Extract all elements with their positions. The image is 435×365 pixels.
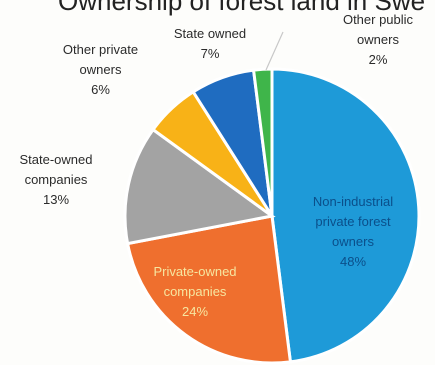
slice-label-line: Non-industrial (312, 194, 394, 209)
slice-label-line: owners (357, 32, 399, 47)
slice-percent: 2% (368, 52, 388, 67)
slice-label-line: companies (163, 284, 227, 299)
slice-label-line: private forest (315, 214, 391, 229)
slice-label-line: State-owned (19, 152, 93, 167)
slice-percent: 13% (42, 192, 70, 207)
slice-label-state-owned-companies: State-owned companies 13% (6, 150, 106, 210)
slice-percent: 24% (181, 304, 209, 319)
slice-percent: 7% (200, 46, 220, 61)
slice-percent: 6% (91, 82, 110, 97)
pie-slice-non-industrial-private-forest-owners (270, 67, 421, 364)
slice-label-line: Private-owned (153, 264, 237, 279)
slice-label-line: State owned (173, 26, 247, 41)
pie-slice-private-owned-companies (125, 214, 293, 365)
slice-percent: 48% (339, 254, 367, 269)
slice-label-line: Other public (342, 12, 414, 27)
slice-label-line: owners (79, 62, 122, 77)
slice-label-line: companies (24, 172, 88, 187)
leader-line (265, 31, 284, 71)
slice-label-line: owners (332, 234, 374, 249)
slice-label-non-industrial: Non-industrial private forest owners 48% (298, 192, 408, 272)
pie-slice-state-owned-companies (123, 127, 276, 246)
slice-label-other-public-owners: Other public owners 2% (328, 10, 428, 70)
slice-label-line: Other private (62, 42, 139, 57)
pie-slice-other-public-owners (251, 67, 274, 217)
chart-title: Ownership of forest land in Swe (58, 0, 426, 16)
slice-label-private-owned-companies: Private-owned companies 24% (140, 262, 250, 322)
slice-label-other-private-owners: Other private owners 6% (48, 40, 153, 100)
slice-label-state-owned: State owned 7% (160, 24, 260, 64)
